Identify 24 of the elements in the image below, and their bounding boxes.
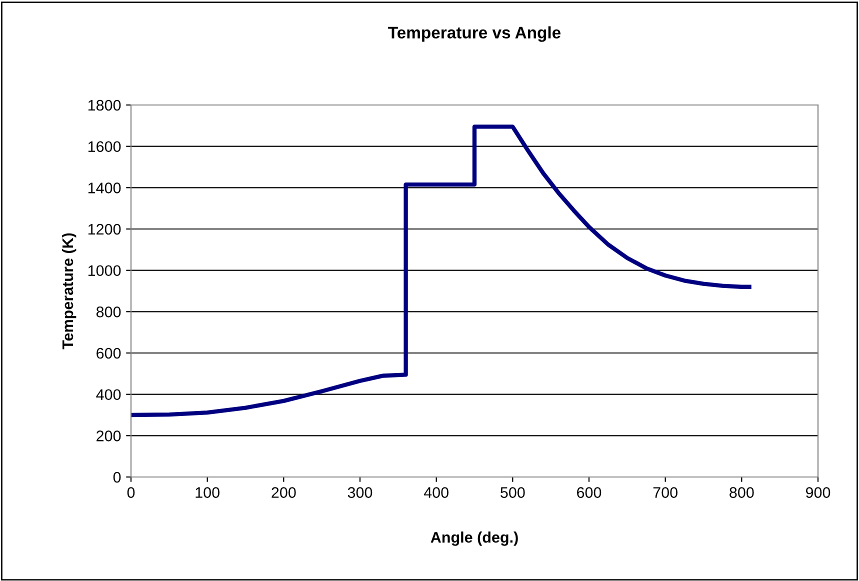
x-tick-label: 600 xyxy=(577,487,602,498)
x-tick-label: 200 xyxy=(272,487,296,498)
y-axis-title: Temperature (K) xyxy=(62,233,76,350)
chart-title: Temperature vs Angle xyxy=(388,26,561,42)
y-tick-label: 200 xyxy=(96,430,121,442)
x-tick-label: 300 xyxy=(348,487,372,498)
x-tick-label: 100 xyxy=(196,487,220,498)
y-tick-label: 600 xyxy=(96,348,121,359)
x-tick-label: 500 xyxy=(500,487,525,498)
x-tick-label: 400 xyxy=(424,487,448,498)
x-axis-title: Angle (deg.) xyxy=(430,532,518,546)
y-tick-label: 800 xyxy=(96,306,121,318)
y-tick-label: 0 xyxy=(113,472,121,483)
y-tick-label: 1000 xyxy=(88,265,121,276)
x-tick-label: 900 xyxy=(806,487,830,498)
y-tick-label: 400 xyxy=(96,389,121,400)
x-tick-label: 0 xyxy=(127,487,135,498)
y-tick-label: 1800 xyxy=(88,100,121,111)
line-series xyxy=(131,124,752,418)
y-tick-label: 1200 xyxy=(88,224,121,235)
x-tick-label: 800 xyxy=(730,487,754,498)
y-tick-label: 1600 xyxy=(88,141,121,152)
x-tick-label: 700 xyxy=(653,487,678,498)
y-tick-label: 1400 xyxy=(88,182,121,194)
